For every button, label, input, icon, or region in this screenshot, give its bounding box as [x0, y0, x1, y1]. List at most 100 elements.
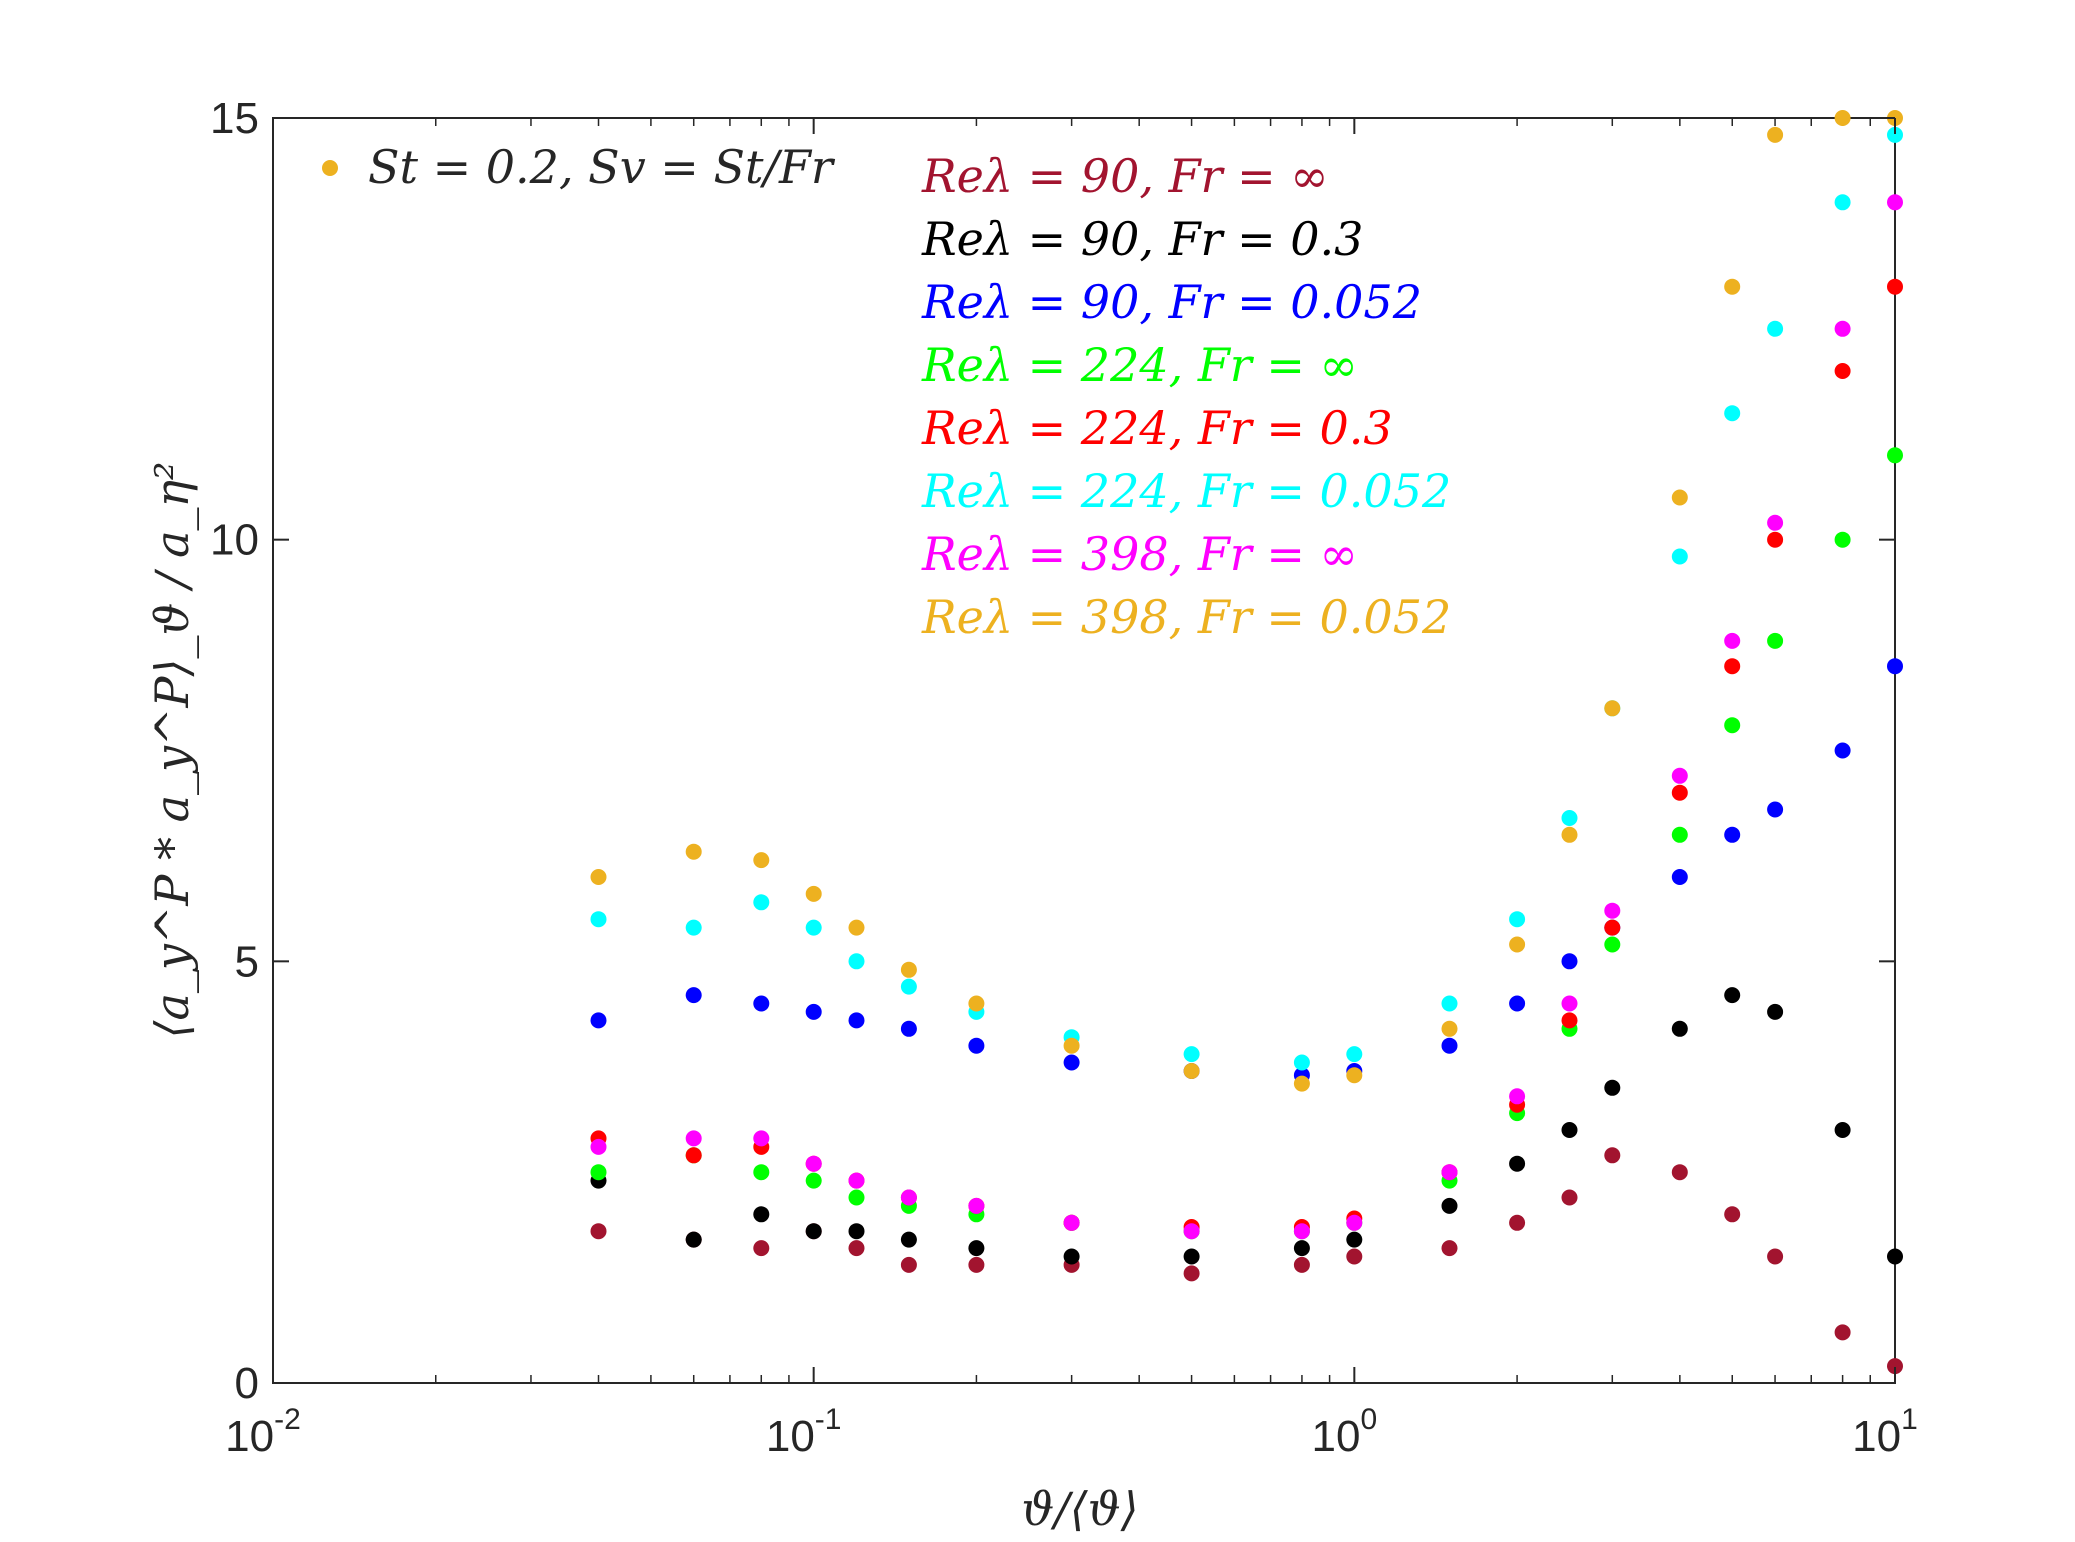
data-point [685, 1231, 702, 1248]
data-point [1604, 902, 1621, 919]
data-point [590, 1164, 607, 1181]
data-point [1509, 1088, 1526, 1105]
data-point [753, 894, 770, 911]
data-point [900, 1231, 917, 1248]
data-point [848, 1240, 865, 1257]
data-point [1183, 1063, 1200, 1079]
data-point [1561, 953, 1578, 970]
data-point [590, 1138, 607, 1155]
data-point [590, 869, 607, 885]
data-point [1561, 1122, 1578, 1138]
data-point [1834, 320, 1851, 337]
data-point [1346, 1046, 1363, 1063]
data-point [1441, 1240, 1458, 1257]
data-point [1561, 810, 1578, 826]
data-point [1834, 742, 1851, 759]
data-point [1671, 869, 1688, 885]
data-point [1441, 1037, 1458, 1054]
data-point [753, 852, 770, 869]
legend-entry: Reλ = 398, Fr = ∞ [921, 527, 1358, 581]
data-point [848, 953, 865, 970]
data-point [1509, 936, 1526, 953]
data-point [685, 843, 702, 860]
y-tick-label: 15 [210, 94, 259, 143]
data-point [848, 1223, 865, 1240]
x-tick-label: 101 [1852, 1403, 1918, 1461]
data-point [1724, 1206, 1741, 1223]
legend-entry: Reλ = 224, Fr = ∞ [921, 338, 1358, 392]
data-point [1767, 1248, 1784, 1265]
data-point [1834, 110, 1851, 126]
data-point [753, 995, 770, 1012]
data-point [1293, 1240, 1310, 1257]
data-point [1887, 126, 1903, 143]
data-point [1724, 405, 1741, 422]
data-point [1441, 995, 1458, 1012]
data-point [1063, 1214, 1080, 1231]
data-point [1834, 1324, 1851, 1341]
data-point [1671, 489, 1688, 506]
data-point [1724, 717, 1741, 734]
data-point [1671, 548, 1688, 565]
data-point [968, 1037, 985, 1054]
x-axis-label: ϑ/⟨ϑ⟩ [1021, 1482, 1138, 1536]
data-point [1671, 1164, 1688, 1181]
data-point [1887, 447, 1903, 464]
legend-entry: Reλ = 90, Fr = ∞ [921, 149, 1329, 203]
data-point [848, 1012, 865, 1029]
data-point [1767, 320, 1784, 337]
data-point [1604, 936, 1621, 953]
data-point [1724, 632, 1741, 649]
data-point [1293, 1054, 1310, 1071]
annotation-marker [322, 160, 338, 176]
y-tick-label: 10 [210, 516, 259, 565]
data-point [1671, 1020, 1688, 1037]
y-tick-label: 5 [235, 937, 259, 986]
data-point [1724, 658, 1741, 675]
data-point [1604, 1079, 1621, 1096]
data-point [1671, 826, 1688, 843]
data-point [1293, 1223, 1310, 1240]
data-point [1561, 1012, 1578, 1029]
data-point [1887, 194, 1903, 211]
annotation-text: St = 0.2, Sv = St/Fr [368, 140, 836, 194]
axis-ticks: 0 5 10 15 10-2 10-1 100 101 [210, 94, 1918, 1461]
data-point [685, 919, 702, 936]
data-point [805, 1172, 822, 1189]
data-point [1887, 1248, 1903, 1265]
data-point [1441, 1164, 1458, 1181]
data-point [968, 1256, 985, 1273]
data-point [1604, 919, 1621, 936]
x-tick-label: 100 [1312, 1403, 1378, 1461]
data-point [1834, 194, 1851, 211]
data-point [1183, 1248, 1200, 1265]
data-point [1887, 658, 1903, 675]
data-point [1183, 1265, 1200, 1282]
data-point [900, 1189, 917, 1206]
data-point [1509, 995, 1526, 1012]
data-point [1671, 767, 1688, 784]
data-point [685, 987, 702, 1004]
x-tick-label: 10-1 [766, 1403, 842, 1461]
legend-entry: Reλ = 224, Fr = 0.052 [921, 464, 1451, 518]
data-point [753, 1164, 770, 1181]
data-point [753, 1206, 770, 1223]
data-point [1724, 987, 1741, 1004]
data-point [968, 995, 985, 1012]
data-point [1441, 1020, 1458, 1037]
data-point [1346, 1067, 1363, 1084]
data-point [1561, 826, 1578, 843]
data-point [900, 1020, 917, 1037]
data-point [1183, 1223, 1200, 1240]
legend-entry: Reλ = 398, Fr = 0.052 [921, 590, 1451, 644]
y-axis-label: ⟨a_y^P * a_y^P⟩_ϑ / a_η² [145, 462, 199, 1039]
data-point [685, 1130, 702, 1147]
data-points [590, 110, 1903, 1375]
annotation: St = 0.2, Sv = St/Fr [322, 140, 836, 194]
data-point [1724, 278, 1741, 295]
data-point [1293, 1256, 1310, 1273]
data-point [805, 1003, 822, 1020]
data-point [1063, 1037, 1080, 1054]
data-point [848, 919, 865, 936]
data-point [1767, 801, 1784, 818]
